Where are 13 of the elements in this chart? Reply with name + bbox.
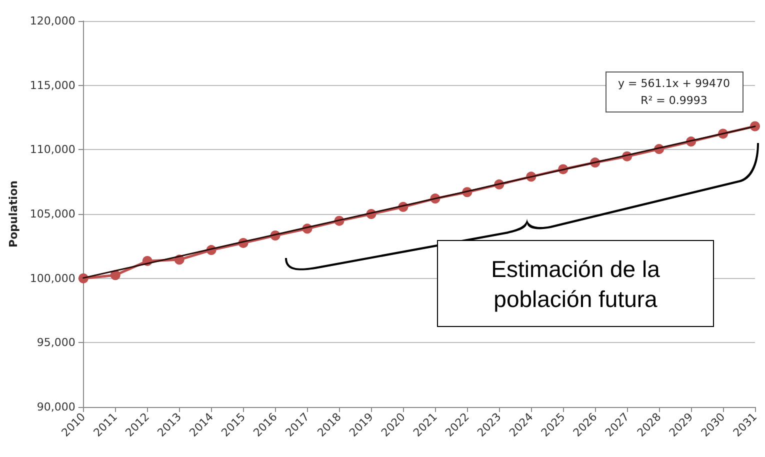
annotation: y = 561.1x + 99470 bbox=[618, 77, 730, 90]
y-tick-label: 100,000 bbox=[30, 272, 76, 285]
point bbox=[110, 270, 120, 280]
curly-brace-callout: Estimación de la población futura bbox=[285, 141, 759, 328]
y-tick-label: 105,000 bbox=[30, 208, 76, 220]
y-tick-label: 90,000 bbox=[36, 400, 76, 414]
y-tick-label: 115,000 bbox=[30, 78, 76, 92]
y-tick-label: 120,000 bbox=[30, 14, 76, 28]
annotation: Estimación de la población futura bbox=[437, 240, 714, 327]
y-tick-label: 110,000 bbox=[30, 143, 76, 156]
y-axis-title: Population bbox=[7, 180, 20, 248]
y-tick-label: 95,000 bbox=[36, 336, 76, 350]
annotation: R² = 0.9993 bbox=[640, 94, 708, 107]
